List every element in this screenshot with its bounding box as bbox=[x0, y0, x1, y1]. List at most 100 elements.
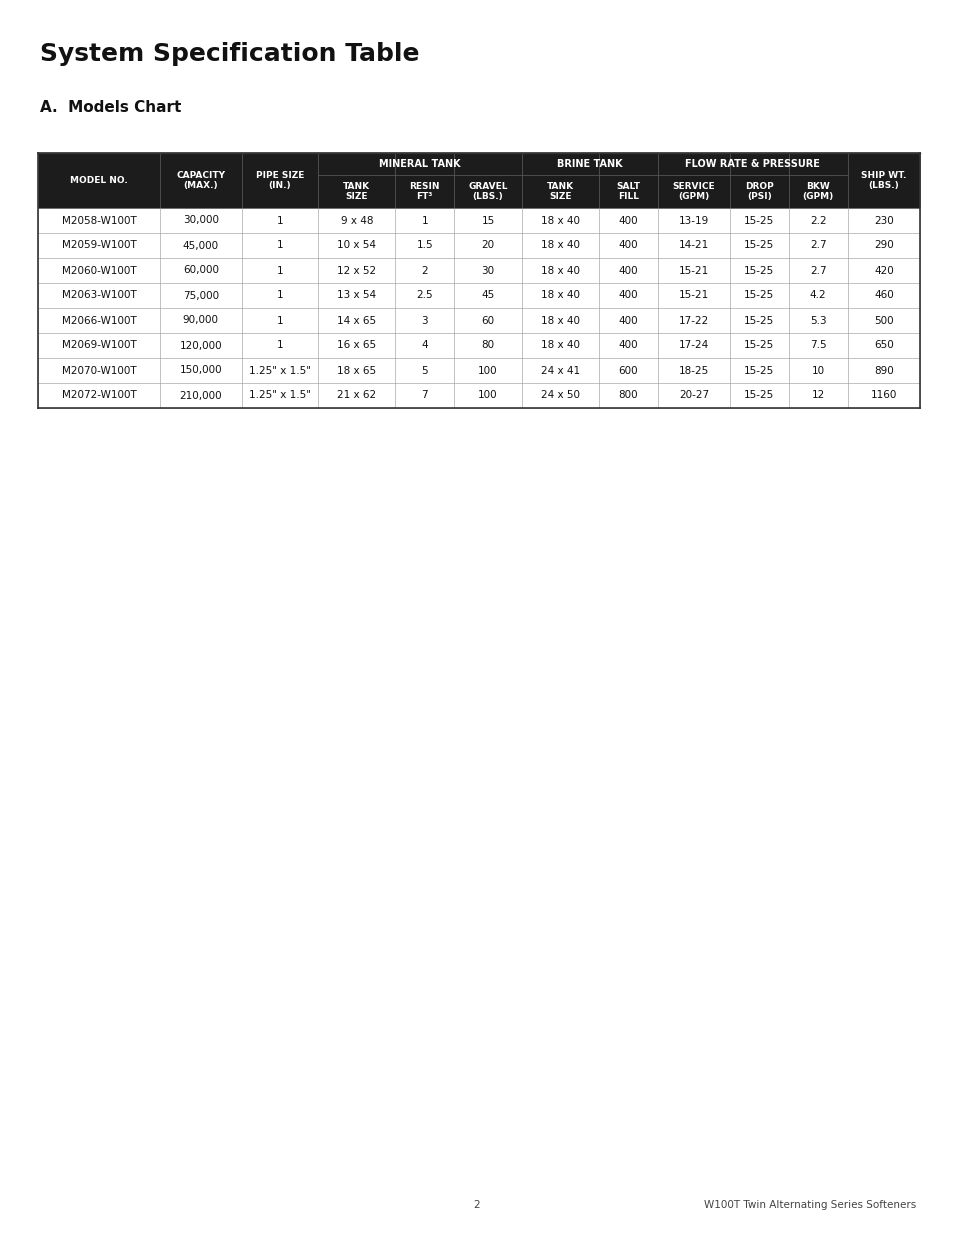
Text: 15-25: 15-25 bbox=[743, 390, 774, 400]
Text: M2058-W100T: M2058-W100T bbox=[62, 215, 136, 226]
Text: 500: 500 bbox=[873, 315, 893, 326]
Text: 15-21: 15-21 bbox=[678, 290, 708, 300]
Text: 890: 890 bbox=[873, 366, 893, 375]
Bar bbox=[38, 383, 919, 408]
Text: 20-27: 20-27 bbox=[679, 390, 708, 400]
Text: RESIN
FT³: RESIN FT³ bbox=[409, 182, 439, 201]
Text: 2.7: 2.7 bbox=[809, 266, 825, 275]
Text: M2066-W100T: M2066-W100T bbox=[62, 315, 136, 326]
Text: 10: 10 bbox=[811, 366, 824, 375]
Text: 4.2: 4.2 bbox=[809, 290, 825, 300]
Text: 30,000: 30,000 bbox=[183, 215, 218, 226]
Text: M2063-W100T: M2063-W100T bbox=[62, 290, 136, 300]
Text: 9 x 48: 9 x 48 bbox=[340, 215, 373, 226]
Text: 460: 460 bbox=[873, 290, 893, 300]
Text: MODEL NO.: MODEL NO. bbox=[71, 177, 128, 185]
Text: System Specification Table: System Specification Table bbox=[40, 42, 419, 65]
Text: 18 x 40: 18 x 40 bbox=[540, 341, 579, 351]
Text: 13-19: 13-19 bbox=[678, 215, 708, 226]
Text: 2: 2 bbox=[474, 1200, 479, 1210]
Text: 80: 80 bbox=[481, 341, 494, 351]
Text: 400: 400 bbox=[618, 290, 638, 300]
Text: 400: 400 bbox=[618, 315, 638, 326]
Text: M2072-W100T: M2072-W100T bbox=[62, 390, 136, 400]
Text: 18 x 40: 18 x 40 bbox=[540, 215, 579, 226]
Bar bbox=[38, 153, 919, 207]
Text: M2060-W100T: M2060-W100T bbox=[62, 266, 136, 275]
Text: 1: 1 bbox=[276, 315, 283, 326]
Text: W100T Twin Alternating Series Softeners: W100T Twin Alternating Series Softeners bbox=[703, 1200, 915, 1210]
Text: 75,000: 75,000 bbox=[183, 290, 218, 300]
Text: CAPACITY
(MAX.): CAPACITY (MAX.) bbox=[176, 170, 225, 190]
Text: 10 x 54: 10 x 54 bbox=[337, 241, 376, 251]
Text: 16 x 65: 16 x 65 bbox=[337, 341, 376, 351]
Text: 3: 3 bbox=[421, 315, 428, 326]
Text: 45: 45 bbox=[481, 290, 495, 300]
Text: 17-22: 17-22 bbox=[678, 315, 708, 326]
Text: 18-25: 18-25 bbox=[678, 366, 708, 375]
Text: 90,000: 90,000 bbox=[183, 315, 218, 326]
Text: 12: 12 bbox=[811, 390, 824, 400]
Text: A.  Models Chart: A. Models Chart bbox=[40, 100, 181, 115]
Text: 650: 650 bbox=[873, 341, 893, 351]
Text: 100: 100 bbox=[477, 390, 497, 400]
Text: 210,000: 210,000 bbox=[179, 390, 222, 400]
Text: SALT
FILL: SALT FILL bbox=[616, 182, 639, 201]
Text: 17-24: 17-24 bbox=[678, 341, 708, 351]
Text: 7.5: 7.5 bbox=[809, 341, 825, 351]
Text: M2070-W100T: M2070-W100T bbox=[62, 366, 136, 375]
Text: 2: 2 bbox=[421, 266, 428, 275]
Bar bbox=[38, 207, 919, 233]
Text: 400: 400 bbox=[618, 341, 638, 351]
Text: 13 x 54: 13 x 54 bbox=[337, 290, 376, 300]
Text: M2069-W100T: M2069-W100T bbox=[62, 341, 136, 351]
Text: 45,000: 45,000 bbox=[183, 241, 218, 251]
Text: 15: 15 bbox=[481, 215, 495, 226]
Text: 18 x 40: 18 x 40 bbox=[540, 241, 579, 251]
Text: 1: 1 bbox=[276, 266, 283, 275]
Text: 1.25" x 1.5": 1.25" x 1.5" bbox=[249, 366, 311, 375]
Text: GRAVEL
(LBS.): GRAVEL (LBS.) bbox=[468, 182, 507, 201]
Text: 20: 20 bbox=[481, 241, 494, 251]
Bar bbox=[38, 308, 919, 333]
Bar bbox=[38, 258, 919, 283]
Text: BKW
(GPM): BKW (GPM) bbox=[801, 182, 833, 201]
Text: FLOW RATE & PRESSURE: FLOW RATE & PRESSURE bbox=[684, 159, 820, 169]
Text: 120,000: 120,000 bbox=[179, 341, 222, 351]
Text: 15-25: 15-25 bbox=[743, 241, 774, 251]
Text: 2.5: 2.5 bbox=[416, 290, 433, 300]
Text: 1.25" x 1.5": 1.25" x 1.5" bbox=[249, 390, 311, 400]
Bar bbox=[38, 358, 919, 383]
Text: SHIP WT.
(LBS.): SHIP WT. (LBS.) bbox=[861, 170, 905, 190]
Text: 14 x 65: 14 x 65 bbox=[337, 315, 376, 326]
Text: 18 x 65: 18 x 65 bbox=[337, 366, 376, 375]
Text: 420: 420 bbox=[873, 266, 893, 275]
Text: 400: 400 bbox=[618, 215, 638, 226]
Text: 1: 1 bbox=[276, 290, 283, 300]
Text: DROP
(PSI): DROP (PSI) bbox=[744, 182, 773, 201]
Bar bbox=[38, 233, 919, 258]
Text: 1: 1 bbox=[276, 341, 283, 351]
Text: TANK
SIZE: TANK SIZE bbox=[546, 182, 574, 201]
Bar bbox=[38, 283, 919, 308]
Text: 290: 290 bbox=[873, 241, 893, 251]
Text: 1: 1 bbox=[276, 241, 283, 251]
Text: 18 x 40: 18 x 40 bbox=[540, 290, 579, 300]
Text: 15-25: 15-25 bbox=[743, 215, 774, 226]
Text: 150,000: 150,000 bbox=[179, 366, 222, 375]
Text: 15-21: 15-21 bbox=[678, 266, 708, 275]
Text: 100: 100 bbox=[477, 366, 497, 375]
Text: 1: 1 bbox=[276, 215, 283, 226]
Text: 600: 600 bbox=[618, 366, 638, 375]
Text: MINERAL TANK: MINERAL TANK bbox=[379, 159, 460, 169]
Text: 15-25: 15-25 bbox=[743, 290, 774, 300]
Text: 60,000: 60,000 bbox=[183, 266, 218, 275]
Text: 5.3: 5.3 bbox=[809, 315, 825, 326]
Text: 24 x 41: 24 x 41 bbox=[540, 366, 579, 375]
Text: 24 x 50: 24 x 50 bbox=[540, 390, 579, 400]
Text: 60: 60 bbox=[481, 315, 494, 326]
Text: 30: 30 bbox=[481, 266, 494, 275]
Text: 5: 5 bbox=[421, 366, 428, 375]
Text: 21 x 62: 21 x 62 bbox=[337, 390, 376, 400]
Text: 12 x 52: 12 x 52 bbox=[337, 266, 376, 275]
